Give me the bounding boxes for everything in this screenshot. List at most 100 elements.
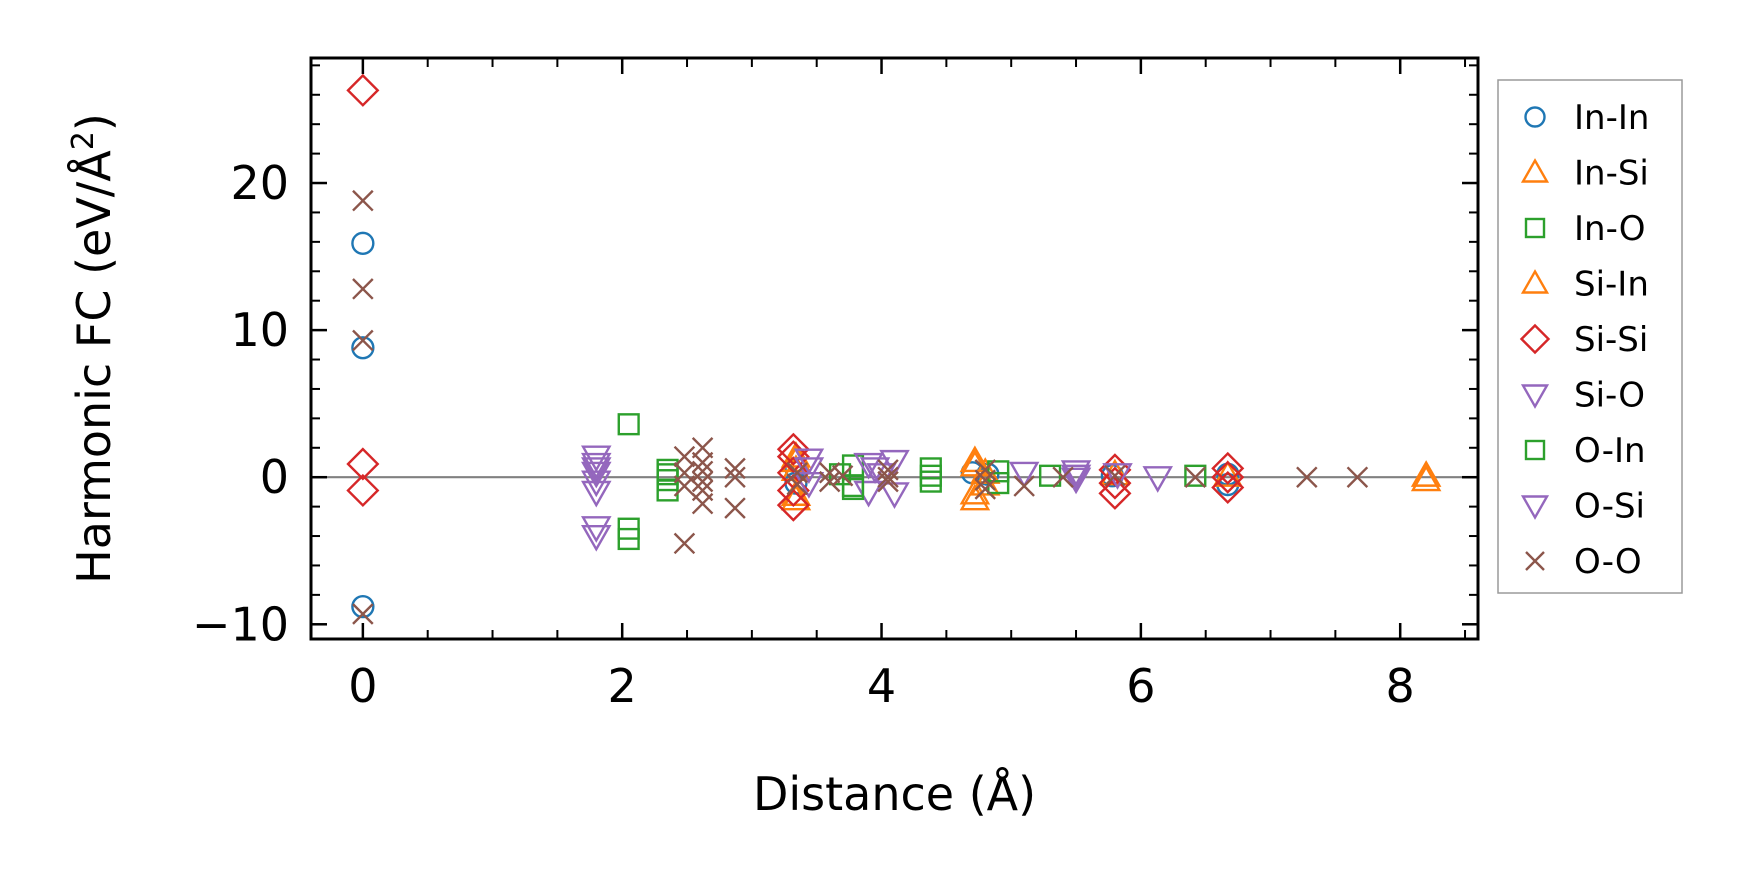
data-point (1008, 461, 1040, 489)
data-point (656, 463, 679, 486)
series-0 (351, 231, 1240, 619)
data-point (351, 231, 375, 255)
data-point (1410, 464, 1442, 492)
legend-entry: Si-O (1520, 376, 1645, 416)
data-point (1184, 466, 1207, 488)
data-point (776, 432, 810, 466)
legend-marker (1524, 217, 1546, 239)
legend: In-In In-Si In-O Si-In Si-Si Si-O O-In O-Si O-O (1497, 79, 1683, 594)
data-point (1060, 467, 1092, 495)
data-point (691, 470, 714, 493)
data-point (351, 594, 375, 619)
data-point (1296, 466, 1318, 488)
legend-entry: O-O (1525, 542, 1642, 582)
data-point (776, 440, 810, 474)
x-tick-label: 0 (348, 659, 377, 713)
legend-marker (1519, 323, 1551, 355)
data-point (346, 73, 380, 107)
data-point (724, 497, 746, 519)
data-point (346, 473, 380, 507)
data-point (877, 470, 899, 493)
y-tick-label: 0 (260, 450, 289, 504)
y-axis-label-superscript: 2 (66, 131, 101, 150)
legend-marker (1520, 384, 1550, 409)
data-point (919, 457, 942, 480)
data-point (352, 189, 374, 212)
data-point (1346, 466, 1369, 488)
data-point (1211, 451, 1245, 485)
series-5 (580, 445, 1173, 552)
data-point (818, 462, 841, 484)
data-point (919, 470, 942, 493)
data-point (1211, 460, 1245, 494)
data-point (974, 459, 997, 481)
data-point (580, 461, 612, 489)
data-point (617, 413, 640, 436)
legend-label: In-In (1574, 98, 1649, 138)
data-point (1104, 464, 1126, 487)
tick-marks (311, 58, 1478, 639)
data-point (691, 460, 714, 483)
data-point (879, 449, 910, 477)
legend-marker (1525, 551, 1545, 571)
x-axis-label: Distance (Å) (753, 767, 1036, 821)
data-point (1052, 466, 1074, 488)
data-point (580, 470, 612, 498)
y-tick-label: 20 (230, 156, 289, 210)
data-point (1013, 475, 1035, 497)
data-point (580, 516, 612, 543)
data-point (352, 329, 374, 352)
data-point (776, 488, 810, 522)
data-point (959, 449, 991, 477)
data-point (673, 475, 696, 497)
legend-entry: Si-In (1520, 265, 1649, 305)
x-tick-label: 4 (867, 659, 896, 713)
data-point (919, 464, 942, 487)
data-point (1212, 460, 1244, 487)
series-8 (352, 189, 1369, 625)
data-point (793, 471, 825, 499)
legend-entry: In-O (1524, 209, 1646, 249)
legend-entry: O-Si (1520, 487, 1645, 527)
data-point (724, 457, 746, 480)
data-point (877, 466, 899, 488)
legend-marker (1520, 495, 1550, 520)
legend-entry: Si-Si (1519, 320, 1648, 360)
data-point (841, 477, 865, 501)
legend-entry: In-In (1524, 98, 1649, 138)
data-point (724, 466, 746, 488)
x-tick-label: 8 (1386, 659, 1415, 713)
data-point (580, 457, 612, 484)
data-point (1102, 463, 1133, 490)
y-tick-label: 10 (230, 303, 289, 357)
data-point (352, 603, 374, 625)
data-point (1060, 460, 1092, 487)
data-point (691, 451, 714, 474)
data-point (1410, 460, 1442, 487)
data-point (786, 473, 808, 496)
data-point (580, 452, 612, 480)
data-point (969, 457, 1001, 484)
y-axis-label-close: ) (67, 113, 121, 131)
data-point (1142, 466, 1173, 493)
y-axis-label-main: Harmonic FC (eV/Å (67, 150, 121, 584)
plot-frame (309, 56, 1480, 641)
legend-marker (1524, 106, 1546, 128)
data-point (346, 447, 380, 481)
series-6 (656, 463, 942, 501)
data-point (831, 464, 854, 487)
legend-marker (1520, 269, 1550, 294)
legend-label: O-In (1574, 431, 1646, 471)
x-tick-label: 2 (608, 659, 637, 713)
data-point (793, 448, 825, 476)
data-point (673, 532, 696, 555)
data-point (974, 478, 997, 500)
legend-label: In-O (1574, 209, 1646, 249)
legend-entry: In-Si (1520, 154, 1649, 194)
x-tick-label: 6 (1126, 659, 1155, 713)
legend-label: Si-Si (1574, 320, 1648, 360)
data-point (1060, 464, 1092, 492)
data-point (352, 278, 374, 300)
legend-label: Si-O (1574, 376, 1645, 416)
